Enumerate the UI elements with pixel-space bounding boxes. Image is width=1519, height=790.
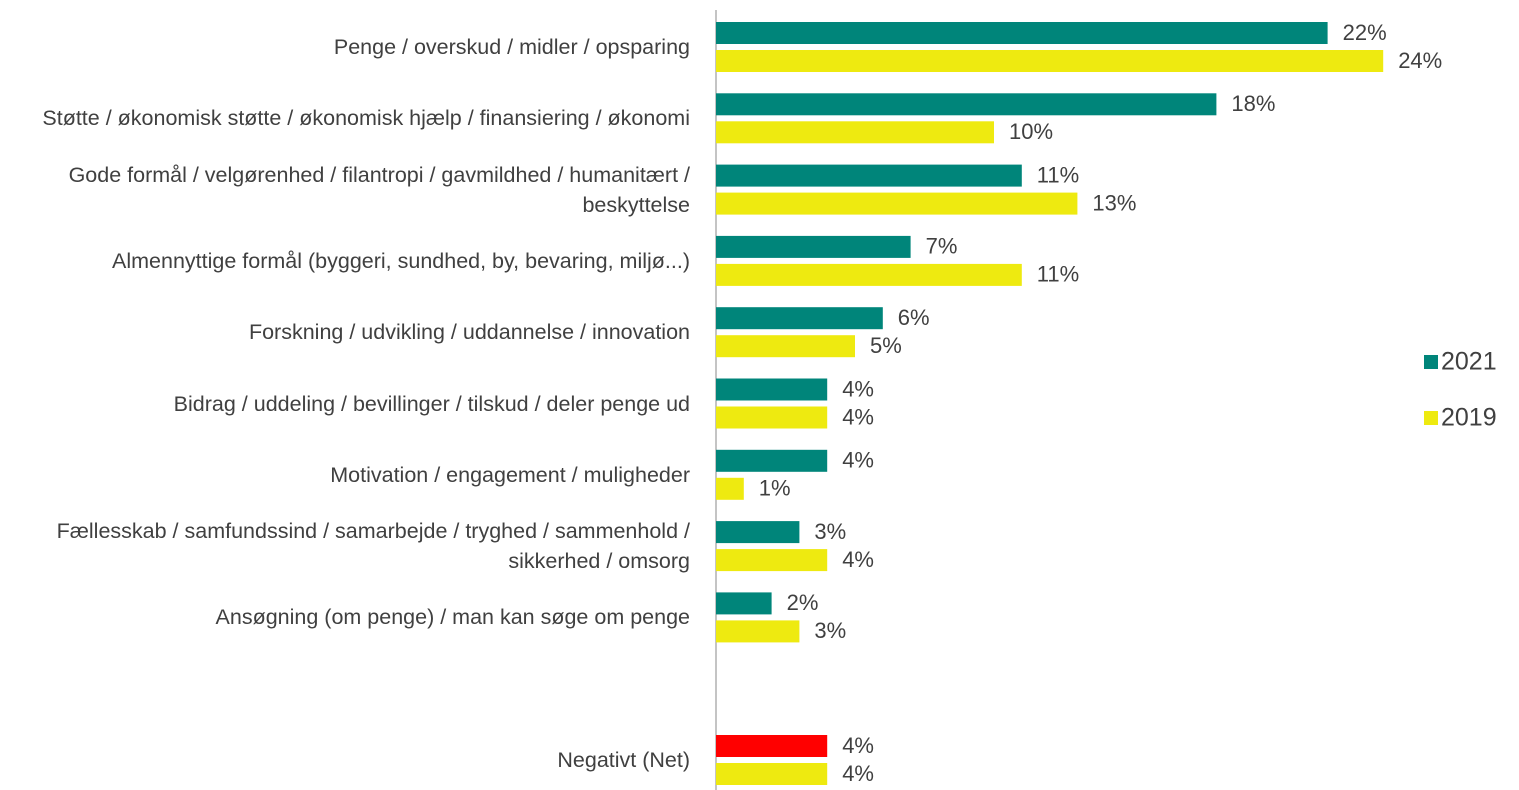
category-label: Penge / overskud / midler / opsparing	[333, 35, 690, 59]
bar	[716, 549, 828, 572]
bar	[716, 22, 1328, 44]
bar	[716, 449, 828, 472]
category-label: Forskning / udvikling / uddannelse / inn…	[248, 320, 690, 345]
legend-swatch	[1424, 411, 1438, 425]
category-label: Almennyttige formål (byggeri, sundhed, b…	[112, 248, 690, 273]
bar	[716, 735, 828, 757]
bar	[716, 620, 800, 643]
category-label: Negativt (Net)	[557, 748, 690, 772]
value-label: 10%	[1009, 119, 1053, 144]
value-label: 18%	[1231, 91, 1275, 116]
category-label: Gode formål / velgørenhed / filantropi /…	[68, 162, 690, 217]
bar	[716, 521, 800, 544]
value-label: 6%	[898, 305, 930, 330]
value-label: 4%	[842, 547, 874, 572]
value-label: 4%	[842, 448, 874, 473]
value-label: 1%	[759, 476, 791, 501]
value-label: 3%	[814, 618, 846, 643]
bar	[716, 763, 828, 785]
value-label: 7%	[926, 234, 958, 259]
bar	[716, 592, 772, 615]
value-label: 4%	[842, 404, 874, 429]
category-label: Bidrag / uddeling / bevillinger / tilsku…	[173, 391, 690, 416]
value-label: 4%	[842, 761, 874, 786]
legend-swatch	[1424, 355, 1438, 369]
category-label: Fællesskab / samfundssind / samarbejde /…	[56, 519, 690, 574]
category-label: Ansøgning (om penge) / man kan søge om p…	[215, 605, 690, 630]
value-label: 24%	[1398, 48, 1442, 73]
category-label: Motivation / engagement / muligheder	[330, 462, 690, 487]
bar	[716, 263, 1022, 286]
value-label: 3%	[814, 519, 846, 544]
bar	[716, 192, 1078, 215]
bar	[716, 406, 828, 429]
bar	[716, 121, 994, 144]
category-label: Støtte / økonomisk støtte / økonomisk hj…	[42, 106, 690, 131]
legend-label: 2019	[1441, 404, 1497, 432]
bar	[716, 50, 1384, 72]
value-label: 4%	[842, 376, 874, 401]
bar	[716, 477, 744, 500]
legend-label: 2021	[1441, 348, 1497, 376]
value-label: 13%	[1092, 190, 1136, 215]
bar	[716, 335, 855, 358]
bar	[716, 93, 1217, 116]
value-label: 22%	[1343, 20, 1387, 45]
bar	[716, 307, 883, 330]
bar	[716, 378, 828, 401]
value-label: 5%	[870, 333, 902, 358]
value-label: 11%	[1037, 262, 1079, 287]
bar	[716, 235, 911, 258]
value-label: 11%	[1037, 162, 1079, 187]
value-label: 2%	[787, 590, 819, 615]
bar	[716, 164, 1022, 187]
value-label: 4%	[842, 733, 874, 758]
